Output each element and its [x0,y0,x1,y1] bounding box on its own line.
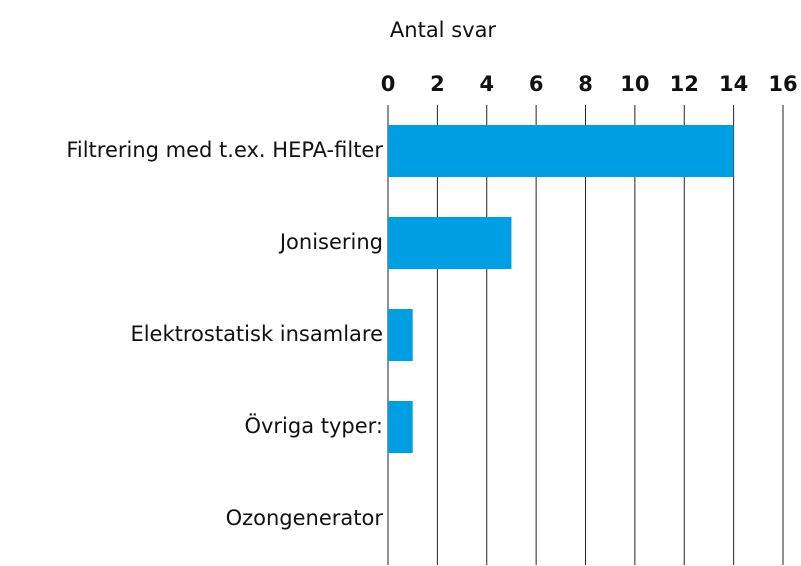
y-tick-label: Filtrering med t.ex. HEPA-filter [66,138,383,162]
x-tick-label: 12 [670,72,699,96]
x-tick-label: 14 [719,72,748,96]
bar [388,401,413,453]
y-tick-label: Elektrostatisk insamlare [130,322,383,346]
axis-label: Antal svar [390,18,497,42]
y-tick-label: Jonisering [278,230,383,254]
x-tick-label: 2 [430,72,445,96]
x-tick-label: 16 [768,72,797,96]
x-tick-label: 6 [529,72,544,96]
x-tick-label: 4 [479,72,494,96]
bar [388,125,734,177]
bar [388,217,512,269]
bar [388,309,413,361]
x-tick-label: 8 [578,72,593,96]
y-tick-label: Ozongenerator [226,506,384,530]
y-tick-label: Övriga typer: [244,413,383,438]
x-tick-label: 0 [381,72,396,96]
x-tick-label: 10 [620,72,649,96]
